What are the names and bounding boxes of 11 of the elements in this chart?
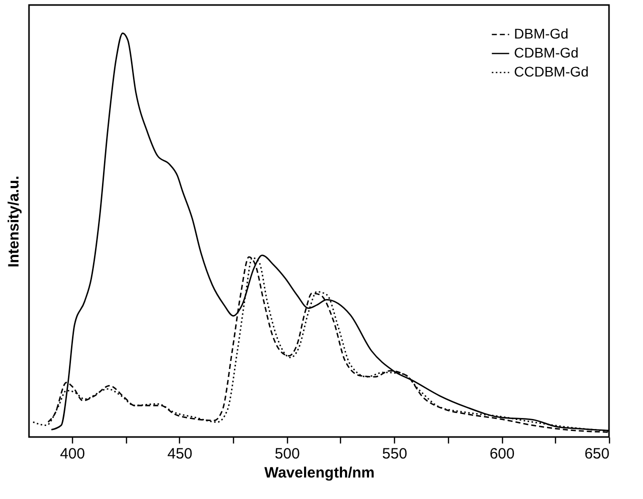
x-tick-label: 550 (382, 446, 408, 462)
legend-label: CCDBM-Gd (514, 64, 589, 80)
x-tick-label: 400 (60, 446, 85, 462)
x-tick-label: 600 (490, 446, 515, 462)
x-axis-title: Wavelength/nm (264, 464, 375, 482)
x-tick-label: 650 (584, 446, 610, 462)
y-axis-title: Intensity/a.u. (6, 176, 22, 268)
x-tick-label: 450 (167, 446, 192, 462)
legend-label: DBM-Gd (514, 26, 568, 42)
x-tick-label: 500 (274, 446, 300, 462)
legend-label: CDBM-Gd (514, 44, 579, 60)
